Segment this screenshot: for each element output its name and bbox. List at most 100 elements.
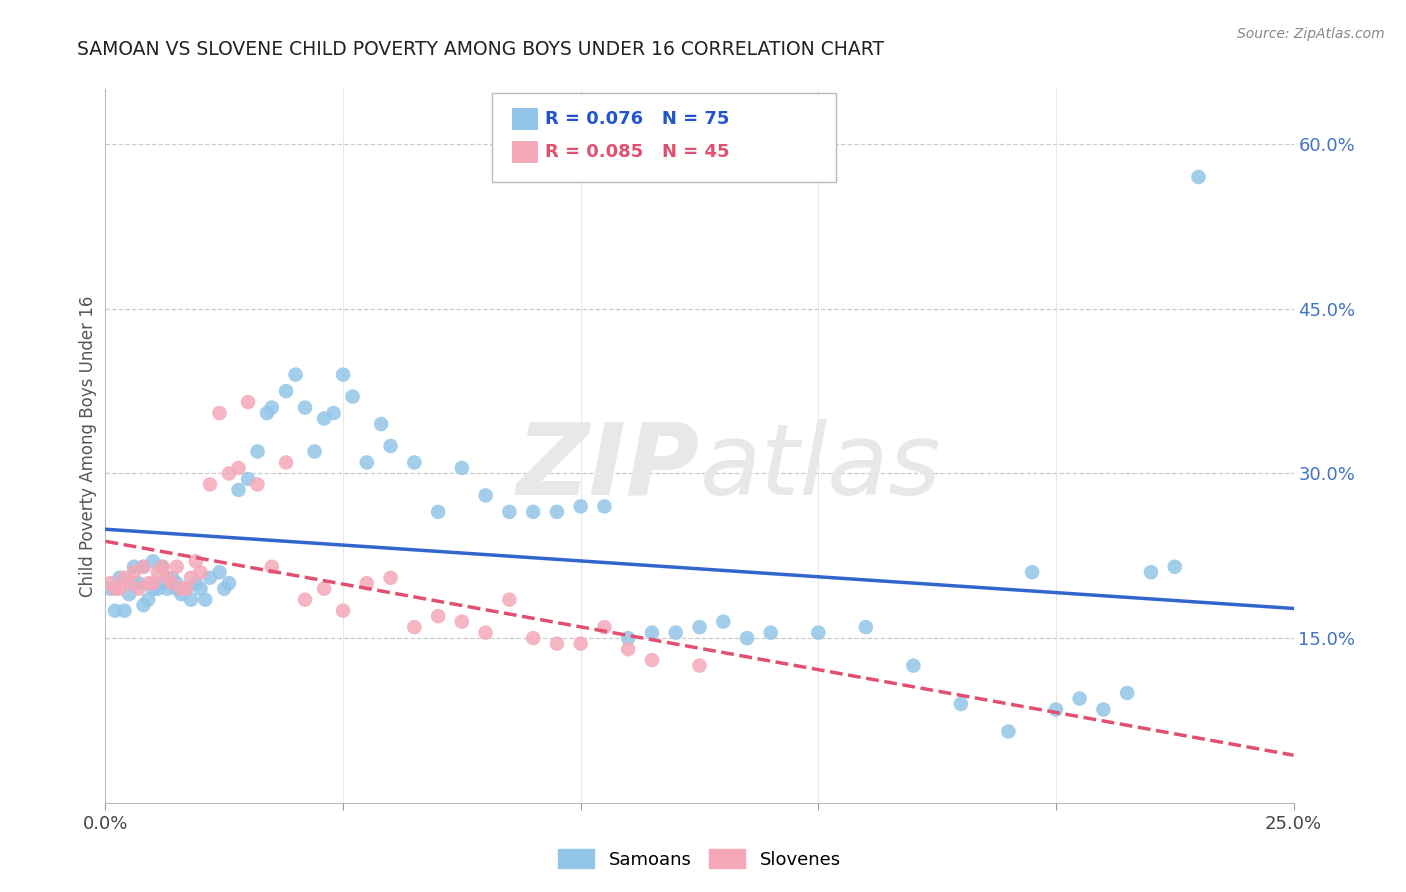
Point: [166, 582, 188, 596]
Point: [274, 384, 297, 398]
Point: [132, 559, 155, 574]
FancyBboxPatch shape: [512, 141, 538, 162]
Point: [132, 598, 155, 612]
Point: [104, 582, 127, 596]
Point: [665, 625, 688, 640]
Point: [228, 461, 250, 475]
Legend: Samoans, Slovenes: Samoans, Slovenes: [551, 842, 848, 876]
Point: [546, 505, 568, 519]
Point: [142, 554, 165, 568]
Point: [356, 576, 378, 591]
Point: [546, 637, 568, 651]
Point: [104, 604, 127, 618]
Point: [1164, 559, 1187, 574]
Point: [450, 461, 472, 475]
Point: [427, 505, 450, 519]
Point: [166, 559, 188, 574]
Point: [122, 566, 145, 580]
Text: atlas: atlas: [700, 419, 941, 516]
Point: [246, 444, 269, 458]
Point: [312, 411, 335, 425]
Point: [136, 576, 159, 591]
Point: [118, 576, 141, 591]
Point: [274, 455, 297, 469]
Point: [689, 658, 711, 673]
Text: R = 0.076   N = 75: R = 0.076 N = 75: [546, 111, 730, 128]
Point: [228, 483, 250, 497]
Point: [194, 592, 217, 607]
Point: [98, 576, 121, 591]
Point: [370, 417, 392, 431]
Point: [450, 615, 472, 629]
Point: [332, 604, 354, 618]
Point: [184, 576, 207, 591]
Point: [380, 571, 402, 585]
Point: [498, 592, 520, 607]
Point: [246, 477, 269, 491]
Point: [136, 592, 159, 607]
Point: [180, 592, 202, 607]
Point: [735, 631, 758, 645]
Point: [380, 439, 402, 453]
Point: [569, 637, 592, 651]
Point: [1187, 169, 1209, 184]
Point: [997, 724, 1019, 739]
Point: [198, 477, 221, 491]
FancyBboxPatch shape: [512, 109, 538, 130]
Point: [174, 582, 197, 596]
Point: [593, 500, 616, 514]
Text: Source: ZipAtlas.com: Source: ZipAtlas.com: [1237, 27, 1385, 41]
Point: [641, 653, 664, 667]
Point: [304, 444, 326, 458]
Point: [170, 582, 193, 596]
Point: [617, 642, 640, 657]
Point: [759, 625, 782, 640]
Point: [160, 571, 183, 585]
Y-axis label: Child Poverty Among Boys Under 16: Child Poverty Among Boys Under 16: [79, 295, 97, 597]
Point: [474, 488, 496, 502]
Point: [522, 505, 544, 519]
Point: [180, 571, 202, 585]
Point: [146, 566, 169, 580]
Point: [108, 571, 131, 585]
Point: [98, 582, 121, 596]
Point: [689, 620, 711, 634]
Point: [108, 582, 131, 596]
Point: [284, 368, 307, 382]
Point: [855, 620, 877, 634]
Point: [593, 620, 616, 634]
Point: [174, 582, 197, 596]
Point: [256, 406, 278, 420]
Point: [903, 658, 925, 673]
Point: [156, 571, 179, 585]
Point: [122, 576, 145, 591]
Point: [260, 401, 283, 415]
Point: [160, 576, 183, 591]
Point: [807, 625, 830, 640]
Point: [122, 559, 145, 574]
Point: [170, 587, 193, 601]
Point: [260, 559, 283, 574]
Point: [1116, 686, 1139, 700]
Point: [152, 559, 174, 574]
Point: [184, 554, 207, 568]
Point: [404, 620, 426, 634]
Point: [711, 615, 734, 629]
Point: [236, 395, 259, 409]
Point: [132, 559, 155, 574]
Point: [208, 406, 231, 420]
Point: [949, 697, 972, 711]
Point: [498, 505, 520, 519]
Point: [236, 472, 259, 486]
Point: [152, 576, 174, 591]
Point: [152, 559, 174, 574]
Point: [118, 587, 141, 601]
Point: [128, 576, 150, 591]
Point: [1045, 702, 1067, 716]
Point: [427, 609, 450, 624]
Point: [404, 455, 426, 469]
Point: [332, 368, 354, 382]
Point: [190, 566, 212, 580]
Text: ZIP: ZIP: [516, 419, 700, 516]
Point: [1069, 691, 1091, 706]
